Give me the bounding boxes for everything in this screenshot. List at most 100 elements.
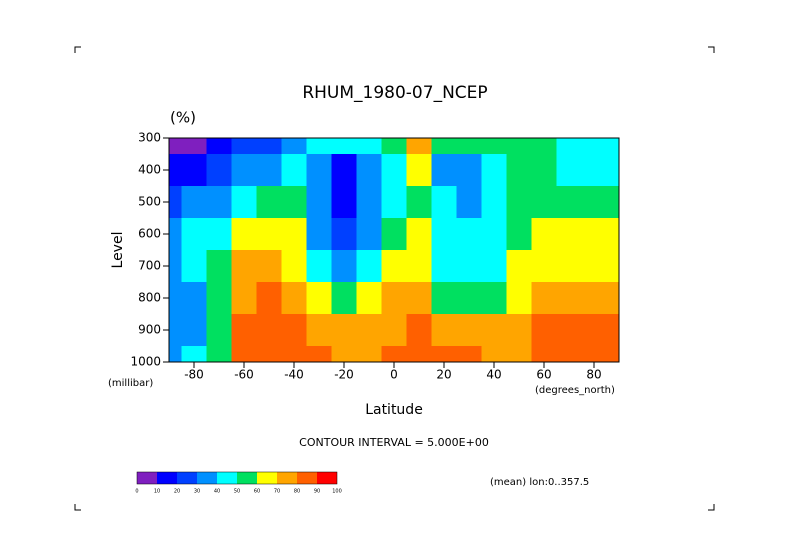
colorbar-label: 30 [194,489,200,495]
contour-interval: CONTOUR INTERVAL = 5.000E+00 [299,436,489,449]
contour-cell [431,250,457,283]
contour-cell [406,218,432,251]
contour-cell [456,314,482,347]
contour-cell [306,154,332,187]
contour-cell [206,186,232,219]
colorbar-frame [136,471,338,485]
contour-cell [556,346,582,363]
contour-cell [169,186,182,219]
y-units-label: (millibar) [108,378,153,389]
contour-cell [506,282,532,315]
contour-cell [256,218,282,251]
contour-cell [606,218,620,251]
contour-cell [356,218,382,251]
contour-cell [281,346,307,363]
contour-cell [281,282,307,315]
contour-cell [381,218,407,251]
x-tick-label: -40 [284,368,304,382]
contour-cell [181,138,207,155]
contour-cell [181,186,207,219]
colorbar-label: 0 [135,489,138,495]
y-tick-label: 300 [138,131,161,145]
contour-cell [381,346,407,363]
colorbar-swatch [197,472,217,484]
contour-cell [181,250,207,283]
x-tick-label: 20 [436,368,451,382]
colorbar-swatch [217,472,237,484]
colorbar-label: 70 [274,489,280,495]
contour-cell [331,314,357,347]
contour-cell [381,314,407,347]
contour-cell [206,346,232,363]
contour-cell [606,282,620,315]
contour-cell [556,154,582,187]
contour-cell [531,154,557,187]
y-tick-label: 500 [138,195,161,209]
chart-title: RHUM_1980-07_NCEP [302,83,487,103]
contour-cell [331,250,357,283]
contour-cell [169,346,182,363]
contour-cell [481,282,507,315]
contour-cell [406,186,432,219]
contour-cell [381,250,407,283]
contour-cell [431,154,457,187]
contour-cell [581,346,607,363]
contour-cell [406,250,432,283]
corner-mark [74,504,81,511]
contour-cell [331,218,357,251]
contour-cell [169,154,182,187]
contour-cell [256,250,282,283]
contour-cell [406,138,432,155]
x-tick-label: 0 [390,368,398,382]
contour-cell [331,138,357,155]
contour-cell [506,250,532,283]
contour-cell [281,186,307,219]
contour-cell [231,346,257,363]
contour-cell [231,314,257,347]
contour-cell [306,346,332,363]
contour-cell [356,186,382,219]
contour-cell [206,314,232,347]
contour-cell [531,250,557,283]
contour-cell [506,218,532,251]
contour-cell [606,186,620,219]
contour-cell [456,250,482,283]
contour-cell [256,154,282,187]
contour-cell [556,314,582,347]
contour-cell [381,282,407,315]
y-tick-label: 900 [138,323,161,337]
colorbar-label: 90 [314,489,320,495]
contour-cell [256,138,282,155]
contour-cell [456,218,482,251]
contour-cell [531,346,557,363]
contour-cell [231,154,257,187]
contour-cell [306,138,332,155]
contour-cell [581,314,607,347]
contour-cell [169,218,182,251]
contour-cell [231,218,257,251]
colorbar-label: 20 [174,489,180,495]
contour-cell [381,138,407,155]
contour-cell [206,282,232,315]
contour-cell [356,154,382,187]
contour-cell [481,346,507,363]
contour-cell [281,250,307,283]
y-tick-label: 800 [138,291,161,305]
x-tick-label: 80 [586,368,601,382]
contour-cell [281,138,307,155]
contour-cell [581,250,607,283]
contour-cell [481,250,507,283]
contour-cell [231,282,257,315]
colorbar-swatch [257,472,277,484]
contour-cell [231,250,257,283]
contour-cell [431,314,457,347]
contour-cell [331,186,357,219]
x-axis-label: Latitude [365,402,423,418]
contour-cell [456,138,482,155]
corner-mark [708,504,715,511]
contour-cell [406,282,432,315]
contour-cell [431,346,457,363]
contour-cell [506,154,532,187]
y-tick-label: 700 [138,259,161,273]
y-axis-label: Level [110,232,126,269]
